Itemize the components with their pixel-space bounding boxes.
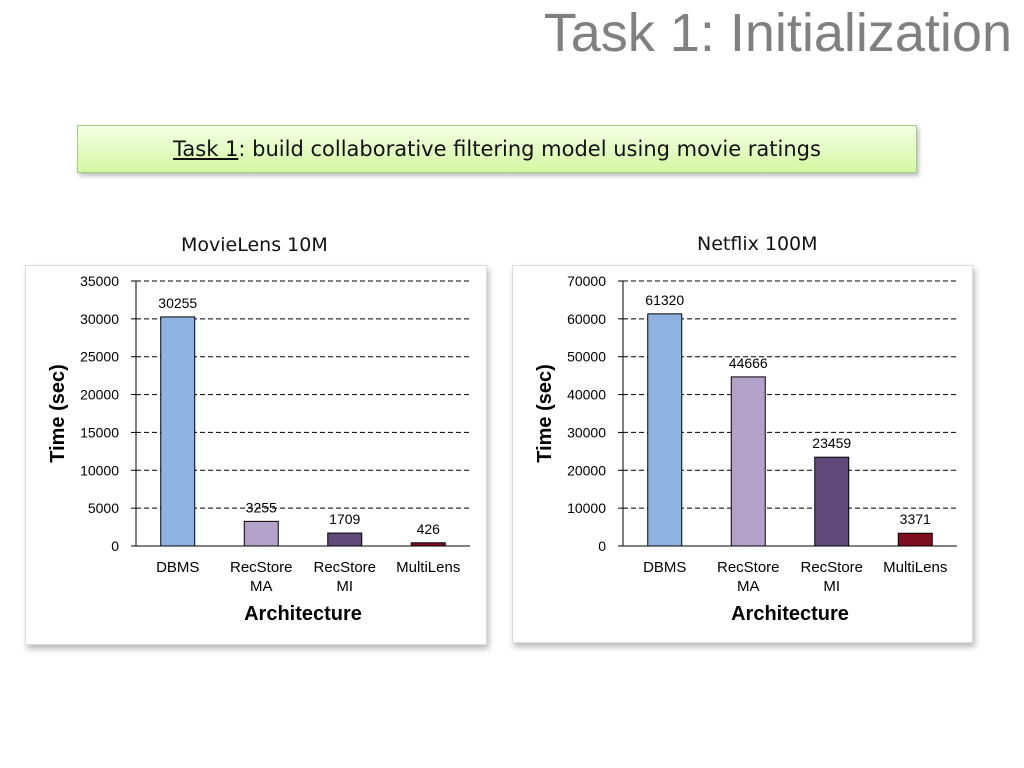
data-label: 23459 [812,435,851,451]
bar [897,532,933,547]
bar [243,520,279,547]
x-tick-label: MA [250,578,273,595]
netflix-bar-chart: 0 10000 20000 30000 40000 50000 60000 70000 6132… [534,273,957,625]
y-tick-label: 40000 [567,387,606,403]
x-tick-label: MA [737,578,760,595]
netflix-chart-panel: 0 10000 20000 30000 40000 50000 60000 70000 6132… [512,265,973,643]
bar [814,456,850,547]
y-tick-label: 0 [111,538,119,554]
y-tick-label: 10000 [80,462,119,478]
task-text: : build collaborative filtering model us… [238,137,821,161]
bar [410,542,446,547]
y-tick-label: 25000 [80,349,119,365]
y-tick-label: 35000 [80,273,119,289]
bar [160,316,196,547]
data-label: 30255 [158,295,197,311]
y-tick-label: 0 [598,538,606,554]
x-tick-label: DBMS [643,559,686,576]
y-tick-label: 20000 [567,462,606,478]
x-tick-label: MultiLens [396,559,460,576]
task-description-box: Task 1: build collaborative filtering mo… [77,125,917,173]
data-label: 426 [417,521,441,537]
x-axis-title: Architecture [731,603,849,625]
movielens-chart-title: MovieLens 10M [181,234,328,256]
x-tick-label: MultiLens [883,559,947,576]
x-tick-label: RecStore [313,559,376,576]
x-tick-label: MI [823,578,840,595]
data-label: 1709 [329,511,360,527]
data-label: 44666 [729,355,768,371]
x-tick-label: RecStore [800,559,863,576]
movielens-bar-chart: 0 5000 10000 15000 20000 25000 30000 35000 30255… [47,273,470,625]
y-tick-label: 20000 [80,387,119,403]
y-tick-label: 60000 [567,311,606,327]
x-tick-label: RecStore [717,559,780,576]
y-tick-label: 5000 [88,500,119,516]
y-axis-title: Time (sec) [534,364,556,463]
y-tick-label: 30000 [80,311,119,327]
movielens-chart-panel: 0 5000 10000 15000 20000 25000 30000 35000 30255… [25,265,487,645]
data-label: 3255 [246,499,277,515]
y-tick-label: 50000 [567,349,606,365]
task-label: Task 1 [173,137,239,161]
slide-title: Task 1: Initialization [543,3,1012,63]
x-tick-label: MI [336,578,353,595]
x-tick-label: RecStore [230,559,293,576]
y-axis-title: Time (sec) [47,364,69,463]
netflix-chart-title: Netflix 100M [697,233,818,255]
y-tick-label: 70000 [567,273,606,289]
data-label: 61320 [645,292,684,308]
bar [327,532,363,547]
x-axis-title: Architecture [244,603,362,625]
bar [730,376,766,547]
y-tick-label: 10000 [567,500,606,516]
data-label: 3371 [900,511,931,527]
y-tick-label: 30000 [567,424,606,440]
bar [647,313,683,547]
x-tick-label: DBMS [156,559,199,576]
y-tick-label: 15000 [80,424,119,440]
